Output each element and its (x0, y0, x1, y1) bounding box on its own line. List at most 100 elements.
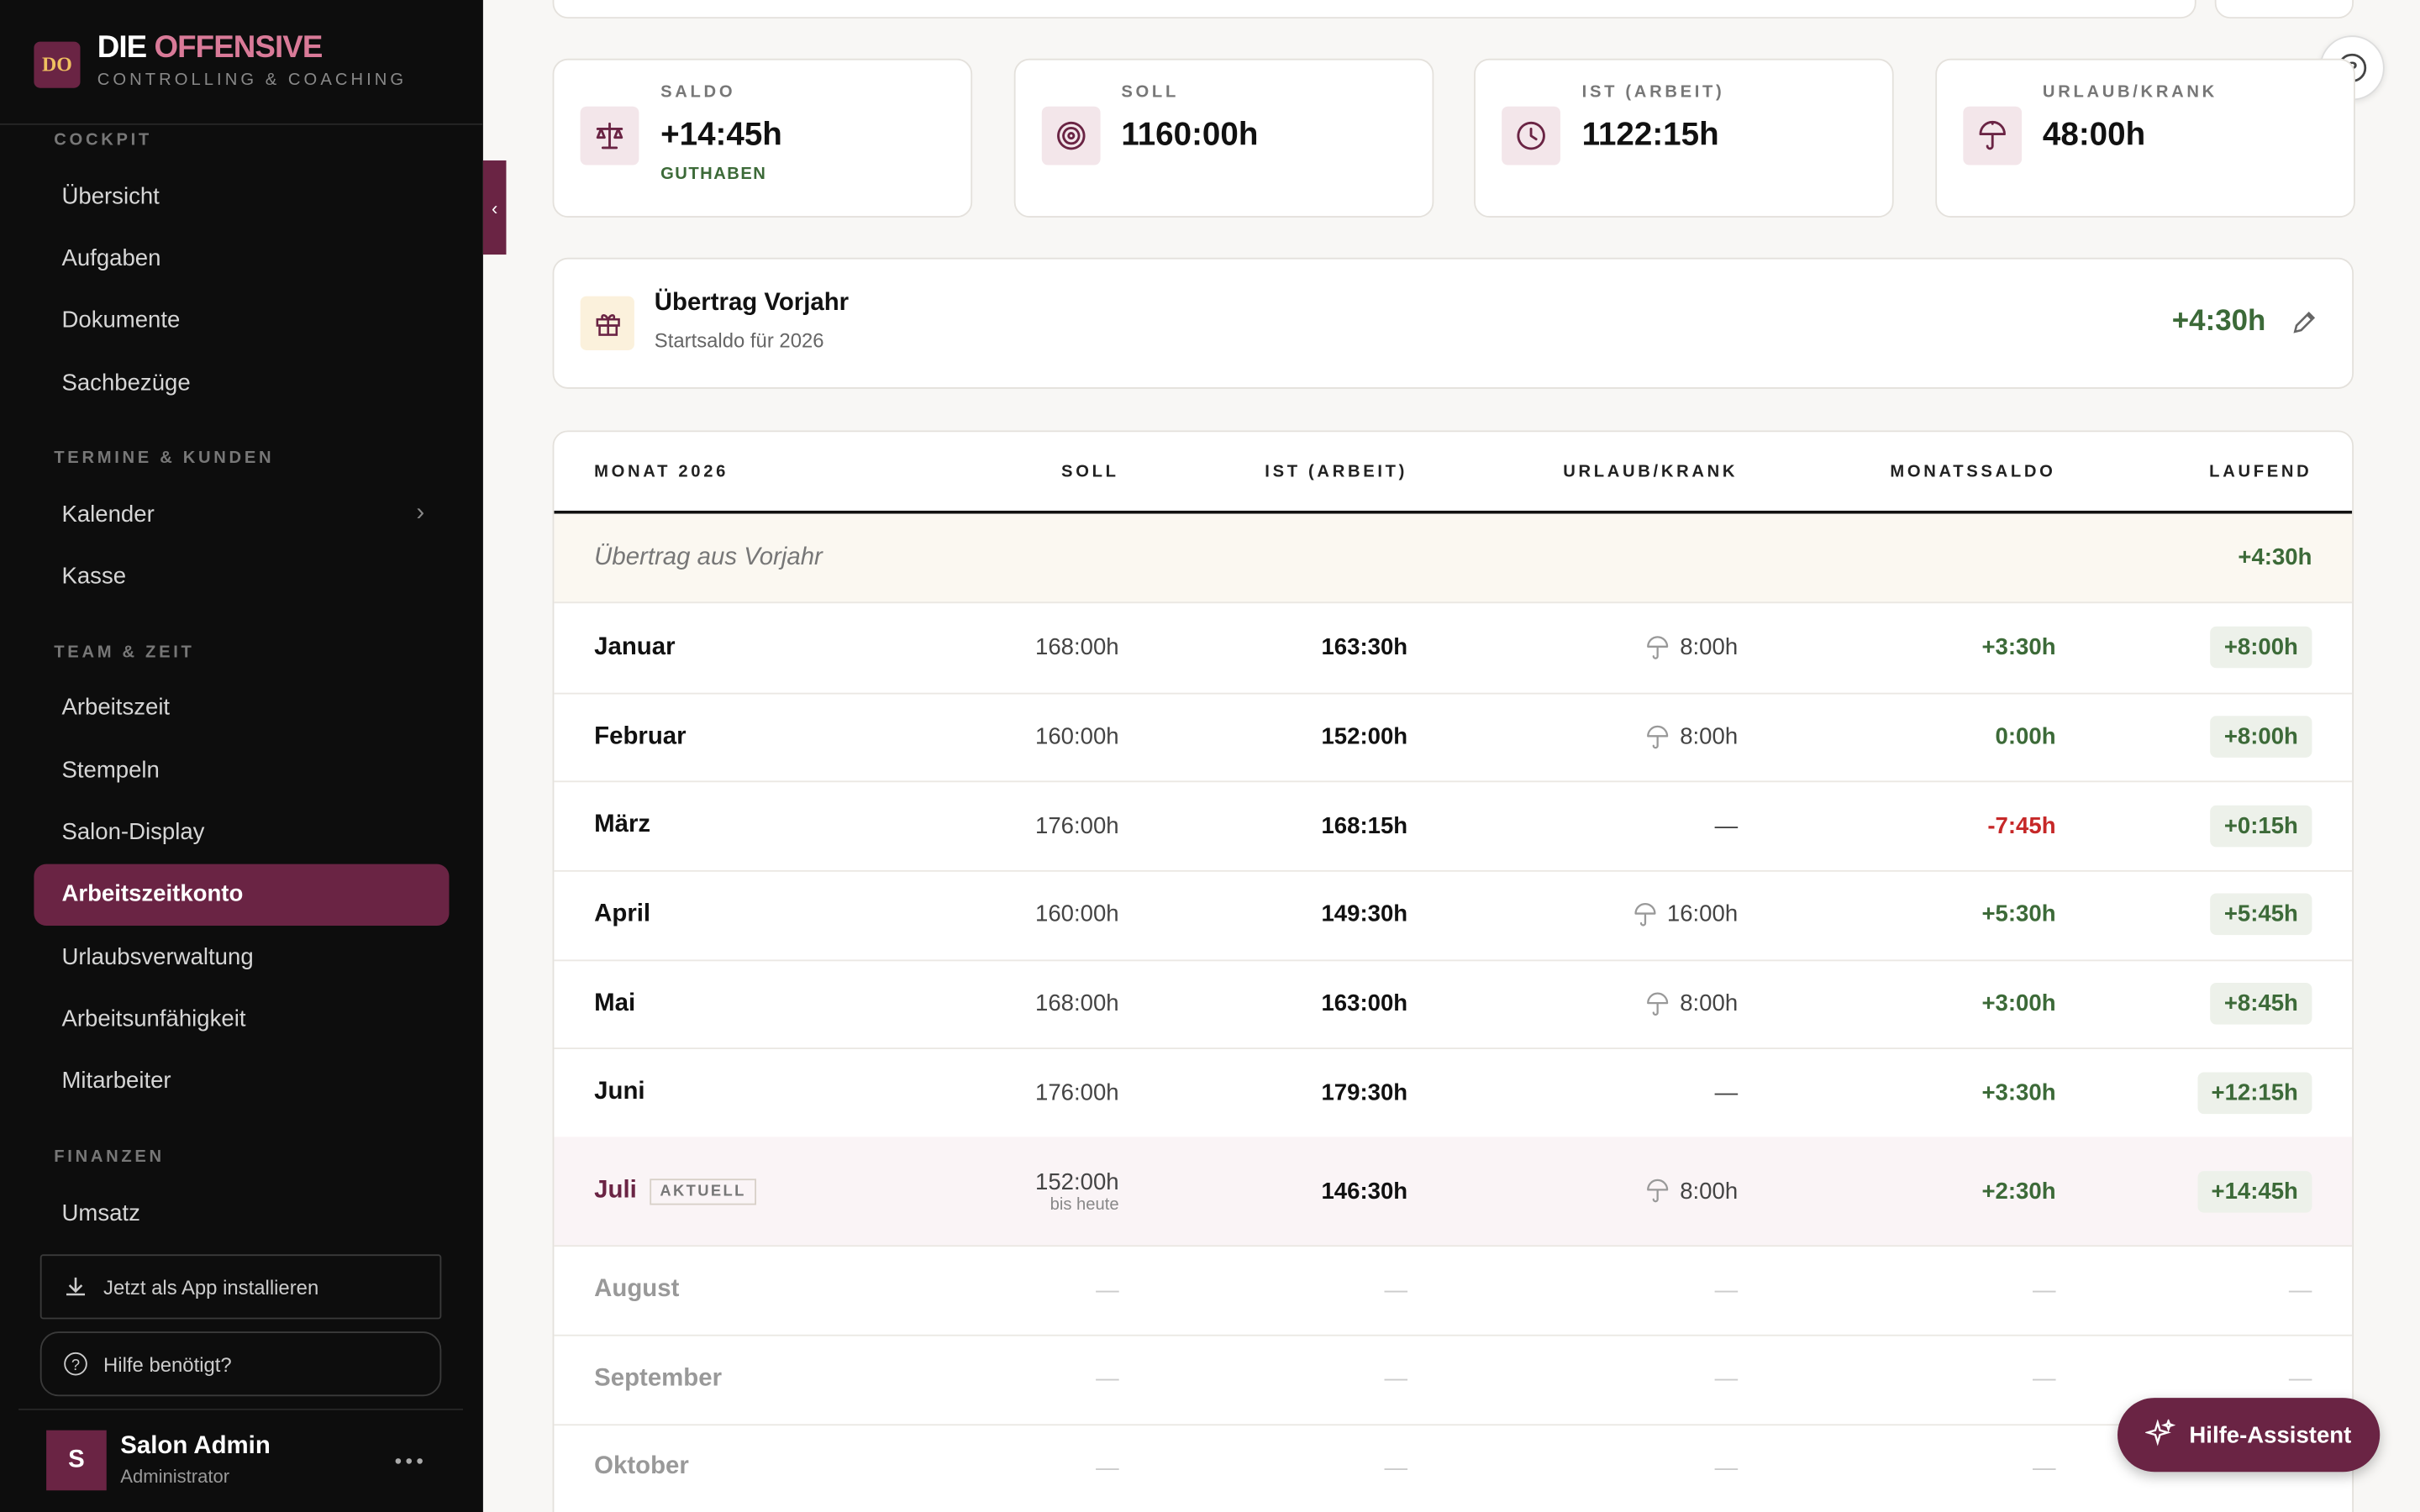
install-button[interactable]: Jetzt als App installieren (39, 1254, 442, 1320)
table-row: Januar 168:00h 163:30h 8:00h +3:30h +8:00h (554, 603, 2353, 694)
cell-month: Mai (594, 959, 635, 1048)
icon (34, 942, 61, 970)
nav-item[interactable]: Kasse (34, 545, 449, 607)
icon (1646, 724, 1670, 748)
cell-empty: — (2033, 1246, 2056, 1335)
cell-ist: 168:15h (1321, 781, 1407, 870)
table-row: Juni 176:00h 179:30h — +3:30h +12:15h (554, 1048, 2353, 1139)
cell-column-header: SOLL (1061, 432, 1119, 511)
nav-item[interactable]: Stempeln (34, 739, 449, 801)
cell-urlaub: 8:00h (1646, 959, 1738, 1048)
nav-item[interactable]: Salon-Display (34, 801, 449, 864)
stat-card: SALDO +14:45h GUTHABEN (552, 58, 973, 218)
nav-label: Mitarbeiter (61, 1068, 171, 1095)
icon (34, 880, 61, 908)
sidebar: DO DIE OFFENSIVE CONTROLLING & COACHING … (0, 0, 483, 1512)
empty: — (2288, 1365, 2312, 1393)
svg-text:?: ? (71, 1356, 80, 1373)
nav-label: Salon-Display (61, 819, 205, 846)
soll: 168:00h (1035, 634, 1119, 661)
cell-soll: 168:00h (1035, 603, 1119, 692)
cell-column-header: MONAT 2026 (594, 432, 729, 511)
cell-saldo: -7:45h (1987, 781, 2055, 870)
help-button[interactable]: ? Hilfe benötigt? (39, 1331, 442, 1397)
laufend: +12:15h (2196, 1072, 2312, 1114)
divider (18, 1408, 464, 1410)
nav-item[interactable]: Umsatz (34, 1182, 449, 1244)
cell-column-header: URLAUB/KRANK (1563, 432, 1738, 511)
nav-item[interactable]: Dokumente (34, 290, 449, 352)
cell-soll: 160:00h (1035, 692, 1119, 781)
cell-column-header: MONATSSALDO (1890, 432, 2055, 511)
month: Oktober (594, 1454, 689, 1481)
soll: 176:00h (1035, 812, 1119, 839)
saldo: +3:30h (1981, 634, 2056, 661)
nav-item[interactable]: Arbeitszeitkonto (34, 863, 450, 926)
nav-item[interactable]: Arbeitszeit (34, 677, 449, 739)
column-header: LAUFEND (2209, 462, 2312, 481)
nav-item[interactable]: Aufgaben (34, 228, 449, 290)
nav: COCKPIT Übersicht Aufgaben Dokumente Sachbez… (0, 125, 483, 1244)
section-title: FINANZEN (54, 1147, 165, 1167)
cell-urlaub: 16:00h (1633, 870, 1738, 959)
table-row: August — — — — — (554, 1246, 2353, 1336)
empty: — (1096, 1276, 1119, 1304)
ist: 152:00h (1321, 723, 1408, 750)
urlaub: 8:00h (1680, 634, 1739, 661)
cell-month: Januar (594, 603, 675, 692)
cell-soll: 168:00h (1035, 959, 1119, 1048)
cell-ist: 152:00h (1321, 692, 1407, 781)
nav-item[interactable]: Kalender › (34, 483, 449, 545)
month: Juni (594, 1079, 645, 1105)
nav-item[interactable]: Urlaubsverwaltung (34, 926, 449, 988)
nav-item[interactable]: Sachbezüge (34, 352, 449, 414)
stat-label: SOLL (1121, 83, 1179, 102)
column-header: URLAUB/KRANK (1563, 462, 1739, 481)
stat-label: SALDO (660, 83, 736, 102)
cell-column-header: LAUFEND (2209, 432, 2312, 511)
ist: 146:30h (1321, 1178, 1408, 1205)
collapse-button[interactable]: ‹ (482, 160, 507, 255)
nav-item[interactable]: Übersicht (34, 165, 449, 228)
urlaub: — (1714, 812, 1739, 839)
ist: 163:30h (1321, 634, 1408, 661)
edit-button[interactable] (2291, 308, 2318, 336)
top-card (552, 0, 2196, 19)
carryover-card: Übertrag Vorjahr Startsaldo für 2026 +4:… (552, 257, 2354, 389)
brand: DIE OFFENSIVE (97, 30, 324, 66)
nav-label: Dokumente (61, 307, 181, 334)
stat-icon (1502, 106, 1560, 165)
stat-value: 1160:00h (1121, 117, 1259, 153)
nav-label: Arbeitszeitkonto (61, 881, 244, 908)
brand-1: DIE (97, 30, 147, 66)
icon (34, 1067, 61, 1095)
cell-month: März (594, 781, 650, 870)
assistant-button[interactable]: Hilfe-Assistent (2118, 1398, 2381, 1473)
cell-laufend: +8:00h (2210, 603, 2312, 692)
column-header: SOLL (1061, 462, 1119, 481)
icon (1633, 902, 1657, 927)
icon (34, 1005, 61, 1032)
cell-empty: — (1385, 1246, 1408, 1335)
user-role: Administrator (120, 1465, 230, 1488)
carryover-subtitle: Startsaldo für 2026 (654, 328, 824, 352)
table-row: September — — — — — (554, 1335, 2353, 1425)
cell-urlaub: 8:00h (1646, 603, 1738, 692)
cell-laufend: +8:00h (2210, 692, 2312, 781)
stat-icon (1962, 106, 2022, 165)
empty: — (1096, 1365, 1119, 1393)
nav-item[interactable]: Mitarbeiter (34, 1050, 449, 1112)
nav-label: Urlaubsverwaltung (61, 943, 254, 970)
carryover-value: +4:30h (2171, 305, 2266, 339)
cell-laufend: +5:45h (2210, 870, 2312, 959)
stat-icon (580, 106, 639, 165)
cell-soll: 160:00h (1035, 870, 1119, 959)
nav-item[interactable]: Arbeitsunfähigkeit (34, 988, 449, 1050)
cell-month: September (594, 1335, 722, 1424)
more-button[interactable] (393, 1453, 424, 1468)
table-row: März 176:00h 168:15h — -7:45h +0:15h (554, 781, 2353, 872)
month: August (594, 1276, 680, 1303)
soll: 176:00h (1035, 1079, 1119, 1106)
icon (66, 1277, 86, 1296)
